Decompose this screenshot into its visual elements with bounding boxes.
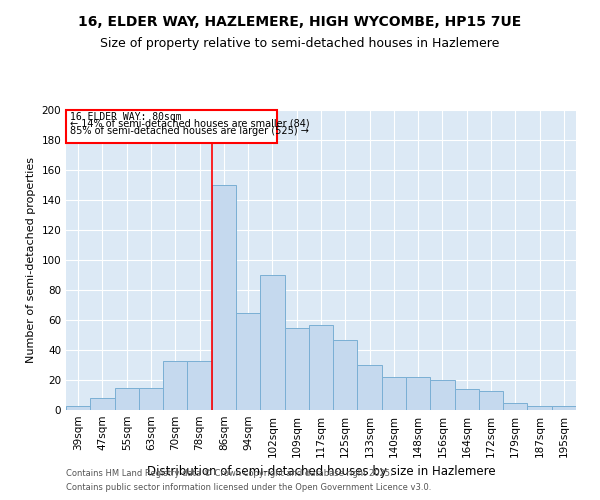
Bar [503, 402, 527, 410]
Bar [527, 406, 552, 410]
Text: Size of property relative to semi-detached houses in Hazlemere: Size of property relative to semi-detach… [100, 38, 500, 51]
Bar [66, 406, 90, 410]
Bar [430, 380, 455, 410]
Bar [163, 360, 187, 410]
Text: ← 14% of semi-detached houses are smaller (84): ← 14% of semi-detached houses are smalle… [70, 119, 309, 129]
Bar [90, 398, 115, 410]
Bar [139, 388, 163, 410]
Bar [333, 340, 358, 410]
Bar [212, 185, 236, 410]
Bar [236, 312, 260, 410]
X-axis label: Distribution of semi-detached houses by size in Hazlemere: Distribution of semi-detached houses by … [146, 466, 496, 478]
Text: 85% of semi-detached houses are larger (525) →: 85% of semi-detached houses are larger (… [70, 126, 308, 136]
Bar [260, 275, 284, 410]
Bar [187, 360, 212, 410]
Y-axis label: Number of semi-detached properties: Number of semi-detached properties [26, 157, 36, 363]
Text: 16 ELDER WAY: 80sqm: 16 ELDER WAY: 80sqm [70, 112, 181, 122]
Bar [358, 365, 382, 410]
Bar [284, 328, 309, 410]
Bar [552, 406, 576, 410]
Bar [115, 388, 139, 410]
Bar [455, 389, 479, 410]
Bar [406, 377, 430, 410]
Text: Contains public sector information licensed under the Open Government Licence v3: Contains public sector information licen… [66, 484, 431, 492]
Bar [479, 390, 503, 410]
Text: 16, ELDER WAY, HAZLEMERE, HIGH WYCOMBE, HP15 7UE: 16, ELDER WAY, HAZLEMERE, HIGH WYCOMBE, … [79, 15, 521, 29]
Bar [309, 324, 333, 410]
FancyBboxPatch shape [66, 110, 277, 143]
Bar [382, 377, 406, 410]
Text: Contains HM Land Registry data © Crown copyright and database right 2025.: Contains HM Land Registry data © Crown c… [66, 468, 392, 477]
